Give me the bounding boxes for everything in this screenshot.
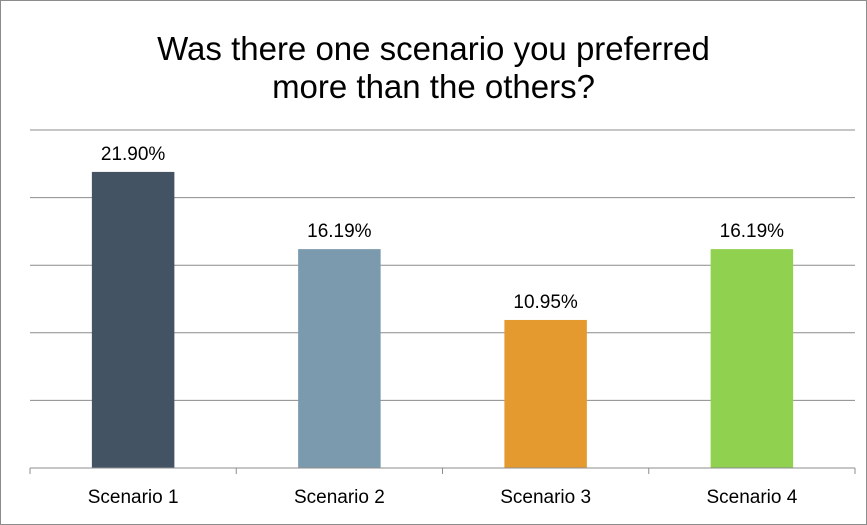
category-label: Scenario 4 bbox=[706, 487, 797, 508]
bar-scenario-2 bbox=[298, 249, 381, 468]
x-axis: Scenario 1 Scenario 2 Scenario 3 Scenario 4 bbox=[29, 467, 856, 508]
category-label: Scenario 3 bbox=[500, 487, 591, 508]
value-label: 16.19% bbox=[307, 221, 372, 242]
value-label: 21.90% bbox=[101, 144, 166, 165]
chart-title-line-2: more than the others? bbox=[272, 68, 595, 105]
bar-scenario-4 bbox=[710, 249, 794, 468]
value-label: 16.19% bbox=[720, 221, 785, 242]
chart-title-line-1: Was there one scenario you preferred bbox=[157, 30, 710, 67]
category-label: Scenario 2 bbox=[294, 487, 385, 508]
bar-scenario-3 bbox=[504, 319, 587, 468]
category-label: Scenario 1 bbox=[88, 487, 179, 508]
chart-title: Was there one scenario you preferred mor… bbox=[0, 30, 867, 106]
bars bbox=[91, 171, 794, 469]
bar-scenario-1 bbox=[91, 171, 175, 469]
value-label: 10.95% bbox=[513, 292, 578, 313]
value-labels: 21.90% 16.19% 10.95% 16.19% bbox=[101, 144, 784, 313]
